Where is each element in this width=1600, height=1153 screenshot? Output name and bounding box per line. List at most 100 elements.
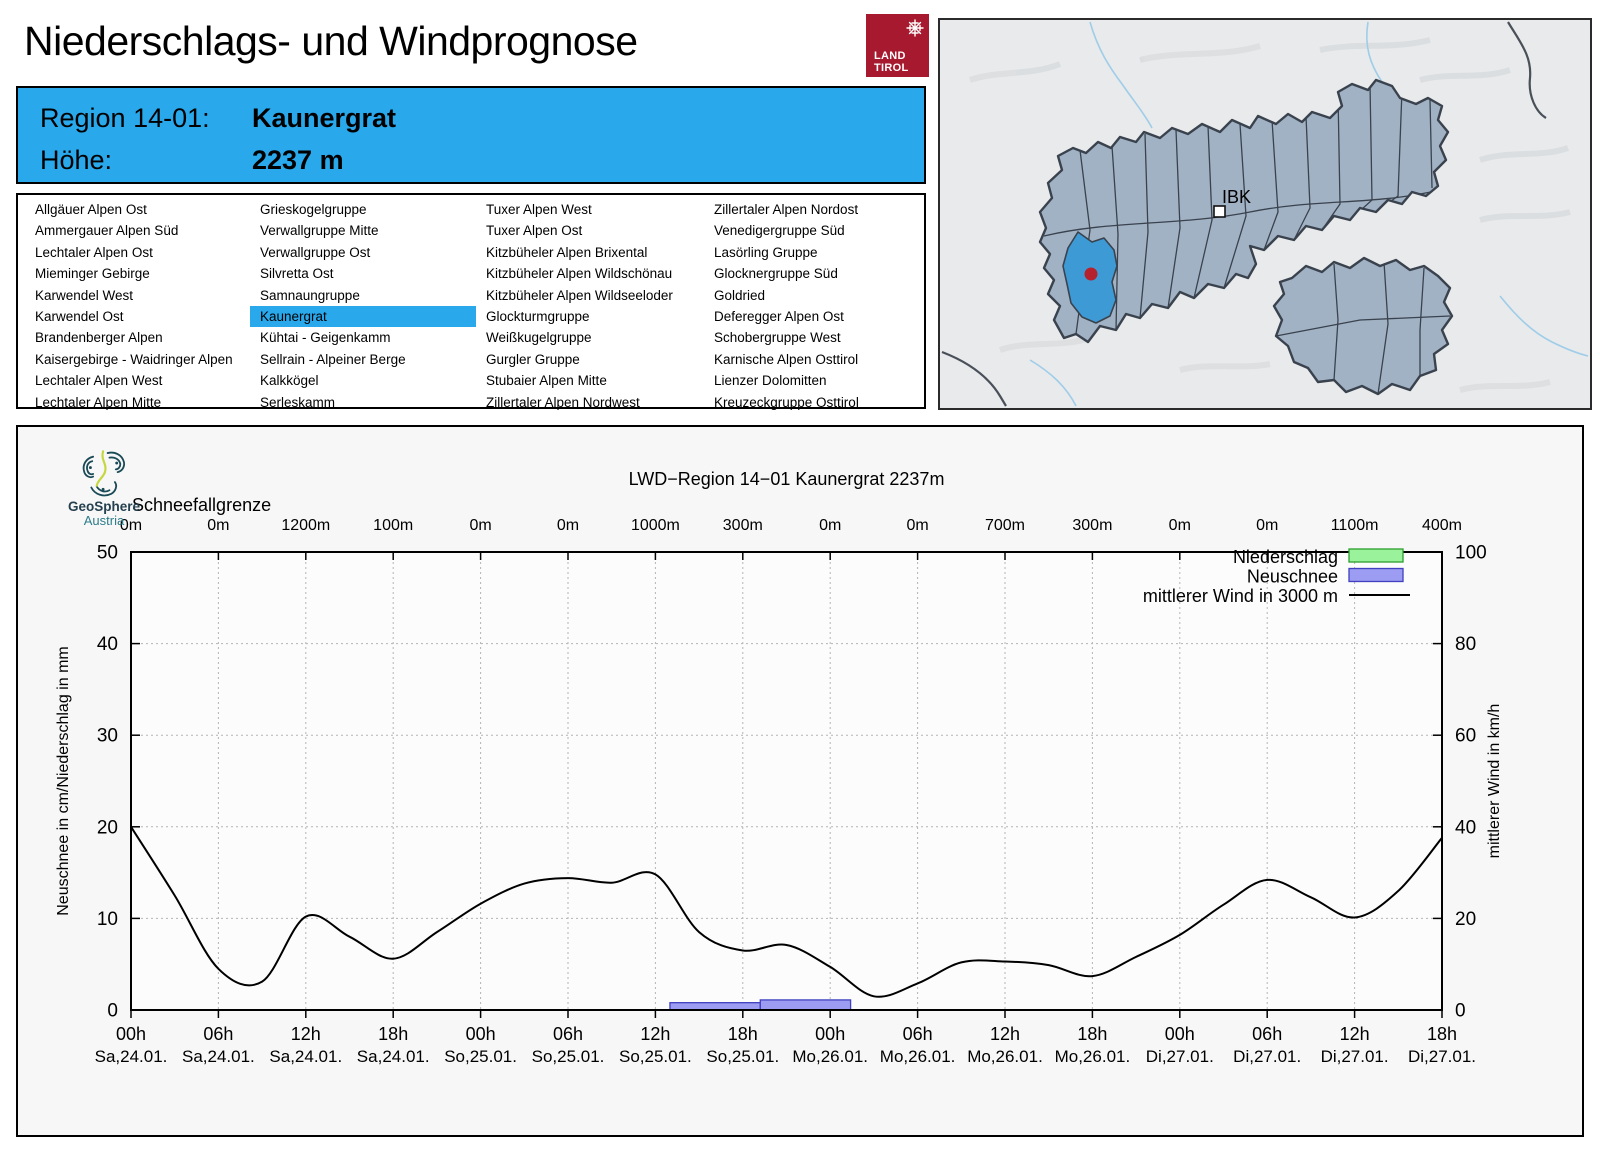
svg-text:10: 10 bbox=[97, 909, 118, 930]
svg-text:12h: 12h bbox=[1340, 1024, 1370, 1044]
map-city-marker bbox=[1213, 205, 1226, 218]
region-item[interactable]: Tuxer Alpen Ost bbox=[486, 223, 583, 239]
map-city-label: IBK bbox=[1222, 187, 1251, 207]
land-tirol-text-1: LAND bbox=[874, 50, 906, 62]
altitude-label: Höhe: bbox=[40, 144, 113, 175]
region-item[interactable]: Karwendel West bbox=[35, 287, 134, 303]
svg-text:18h: 18h bbox=[1077, 1024, 1107, 1044]
svg-text:mittlerer Wind in km/h: mittlerer Wind in km/h bbox=[1486, 704, 1503, 859]
svg-text:12h: 12h bbox=[640, 1024, 670, 1044]
region-value: Kaunergrat bbox=[252, 102, 397, 133]
region-item[interactable]: Lechtaler Alpen Ost bbox=[35, 244, 153, 260]
svg-text:20: 20 bbox=[97, 817, 118, 838]
region-column: Allgäuer Alpen Ost Ammergauer Alpen Süd Le… bbox=[25, 199, 250, 410]
svg-text:Sa,24.01.: Sa,24.01. bbox=[269, 1047, 342, 1066]
region-item[interactable]: Allgäuer Alpen Ost bbox=[35, 202, 147, 217]
svg-text:LWD−Region 14−01 Kaunergrat 22: LWD−Region 14−01 Kaunergrat 2237m bbox=[629, 469, 945, 489]
svg-text:0m: 0m bbox=[906, 517, 928, 534]
terrain-shading bbox=[969, 37, 1571, 393]
region-item[interactable]: Mieminger Gebirge bbox=[35, 266, 150, 282]
region-item[interactable]: Tuxer Alpen West bbox=[486, 202, 592, 217]
svg-text:06h: 06h bbox=[553, 1024, 583, 1044]
svg-text:Sa,24.01.: Sa,24.01. bbox=[357, 1047, 430, 1066]
region-item[interactable]: Verwallgruppe Mitte bbox=[260, 223, 379, 239]
region-item[interactable]: Zillertaler Alpen Nordost bbox=[714, 202, 859, 217]
region-item[interactable]: Glockturmgruppe bbox=[486, 308, 590, 324]
svg-text:00h: 00h bbox=[116, 1024, 146, 1044]
tirol-map: IBK bbox=[938, 18, 1592, 410]
region-item[interactable]: Silvretta Ost bbox=[260, 266, 334, 282]
region-item[interactable]: Kaisergebirge - Waidringer Alpen bbox=[35, 351, 233, 367]
svg-text:0m: 0m bbox=[1256, 517, 1278, 534]
region-item[interactable]: Verwallgruppe Ost bbox=[260, 244, 371, 260]
region-item[interactable]: Schobergruppe West bbox=[714, 330, 841, 346]
svg-text:Neuschnee: Neuschnee bbox=[1247, 567, 1338, 587]
altitude-value: 2237 m bbox=[252, 144, 344, 175]
region-item[interactable]: Kitzbüheler Alpen Brixental bbox=[486, 244, 648, 260]
region-item-selected[interactable]: Kaunergrat bbox=[250, 305, 476, 328]
svg-text:1200m: 1200m bbox=[281, 517, 330, 534]
svg-text:Sa,24.01.: Sa,24.01. bbox=[95, 1047, 168, 1066]
region-item[interactable]: Kreuzeckgruppe Osttirol bbox=[714, 394, 859, 410]
svg-text:100: 100 bbox=[1455, 543, 1487, 564]
region-row: Region 14-01: Kaunergrat bbox=[40, 97, 924, 139]
svg-text:Mo,26.01.: Mo,26.01. bbox=[967, 1047, 1043, 1066]
svg-text:So,25.01.: So,25.01. bbox=[532, 1047, 605, 1066]
svg-text:Mo,26.01.: Mo,26.01. bbox=[880, 1047, 956, 1066]
region-item[interactable]: Serleskamm bbox=[260, 394, 336, 410]
region-item[interactable]: Zillertaler Alpen Nordwest bbox=[486, 394, 640, 410]
region-item[interactable]: Karnische Alpen Osttirol bbox=[714, 351, 859, 367]
region-item[interactable]: Samnaungruppe bbox=[260, 287, 360, 303]
region-item[interactable]: Grieskogelgruppe bbox=[260, 202, 367, 217]
svg-text:80: 80 bbox=[1455, 634, 1476, 655]
svg-text:50: 50 bbox=[97, 543, 118, 564]
svg-text:0m: 0m bbox=[557, 517, 579, 534]
geosphere-subname: Austria bbox=[83, 513, 125, 528]
land-tirol-text-2: TIROL bbox=[874, 62, 909, 74]
region-item[interactable]: Venedigergruppe Süd bbox=[714, 223, 845, 239]
forecast-chart: 0 10 20 30 40 50 0 20 40 60 80 100 00h Sa,24.01. 06h Sa… bbox=[55, 469, 1503, 1066]
region-item[interactable]: Lasörling Gruppe bbox=[714, 244, 818, 260]
region-item[interactable]: Brandenberger Alpen bbox=[35, 330, 163, 346]
svg-text:0m: 0m bbox=[1169, 517, 1191, 534]
region-item[interactable]: Lechtaler Alpen Mitte bbox=[35, 394, 162, 410]
geosphere-name: GeoSphere bbox=[67, 499, 141, 514]
svg-text:So,25.01.: So,25.01. bbox=[619, 1047, 692, 1066]
svg-text:Niederschlag: Niederschlag bbox=[1233, 547, 1338, 567]
region-item[interactable]: Gurgler Gruppe bbox=[486, 351, 580, 367]
region-item[interactable]: Lechtaler Alpen West bbox=[35, 373, 163, 389]
svg-text:18h: 18h bbox=[728, 1024, 758, 1044]
subregion-borders-north bbox=[1043, 83, 1441, 335]
map-region bbox=[1272, 256, 1454, 396]
region-item[interactable]: Goldried bbox=[714, 287, 766, 303]
region-item[interactable]: Kitzbüheler Alpen Wildschönau bbox=[486, 266, 673, 282]
svg-text:1100m: 1100m bbox=[1331, 517, 1379, 534]
land-tirol-logo: LAND TIROL bbox=[866, 14, 929, 77]
svg-text:0m: 0m bbox=[120, 517, 142, 534]
svg-text:06h: 06h bbox=[203, 1024, 233, 1044]
map-region bbox=[1038, 78, 1450, 344]
region-list: Allgäuer Alpen Ost Ammergauer Alpen Süd Le… bbox=[16, 193, 926, 410]
svg-text:18h: 18h bbox=[378, 1024, 408, 1044]
svg-text:18h: 18h bbox=[1427, 1024, 1457, 1044]
region-item[interactable]: Sellrain - Alpeiner Berge bbox=[260, 351, 406, 367]
region-item[interactable]: Stubaier Alpen Mitte bbox=[486, 373, 607, 389]
region-item[interactable]: Kalkkögel bbox=[260, 373, 319, 389]
region-item[interactable]: Deferegger Alpen Ost bbox=[714, 308, 844, 324]
region-item[interactable]: Kitzbüheler Alpen Wildseeloder bbox=[486, 287, 673, 303]
svg-text:0m: 0m bbox=[207, 517, 229, 534]
page-title: Niederschlags- und Windprognose bbox=[24, 18, 638, 64]
svg-text:06h: 06h bbox=[1252, 1024, 1282, 1044]
svg-text:400m: 400m bbox=[1422, 517, 1462, 534]
region-item[interactable]: Lienzer Dolomitten bbox=[714, 373, 827, 389]
svg-text:12h: 12h bbox=[990, 1024, 1020, 1044]
region-item[interactable]: Ammergauer Alpen Süd bbox=[35, 223, 179, 239]
region-item[interactable]: Glocknergruppe Süd bbox=[714, 266, 838, 282]
geosphere-logo: GeoSphere Austria bbox=[52, 447, 156, 528]
svg-text:Di,27.01.: Di,27.01. bbox=[1233, 1047, 1301, 1066]
region-item[interactable]: Weißkugelgruppe bbox=[486, 330, 592, 346]
svg-text:20: 20 bbox=[1455, 909, 1476, 930]
svg-text:40: 40 bbox=[1455, 817, 1476, 838]
region-item[interactable]: Kühtai - Geigenkamm bbox=[260, 330, 391, 346]
region-item[interactable]: Karwendel Ost bbox=[35, 308, 124, 324]
